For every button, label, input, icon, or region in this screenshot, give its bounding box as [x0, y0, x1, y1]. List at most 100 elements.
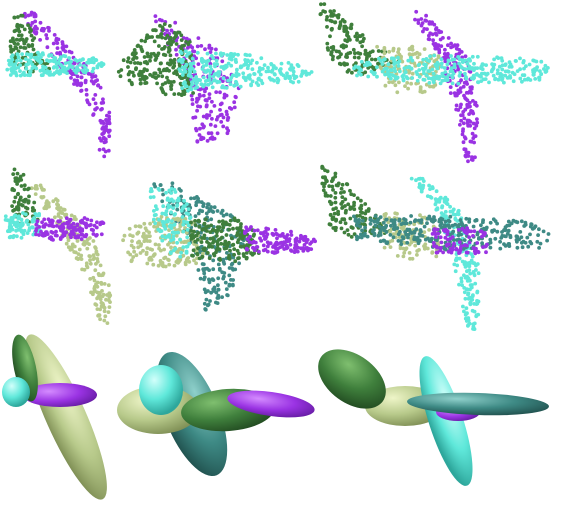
- point: [217, 80, 222, 84]
- point: [90, 75, 94, 79]
- point: [15, 182, 19, 186]
- point: [16, 222, 21, 227]
- point: [197, 256, 202, 261]
- point: [228, 218, 233, 223]
- point: [422, 47, 427, 51]
- point: [204, 297, 209, 302]
- point: [157, 34, 161, 39]
- point: [234, 80, 239, 85]
- point: [41, 64, 45, 69]
- point: [201, 75, 206, 80]
- point: [249, 225, 253, 229]
- point: [251, 233, 256, 238]
- point: [322, 2, 327, 6]
- point: [196, 268, 201, 272]
- point: [201, 204, 206, 209]
- point: [168, 53, 173, 58]
- point: [443, 47, 447, 52]
- point: [289, 63, 294, 68]
- point: [69, 225, 73, 229]
- point: [12, 41, 17, 46]
- point: [352, 207, 357, 212]
- point: [154, 213, 158, 217]
- point: [472, 61, 476, 66]
- point: [217, 268, 222, 272]
- point: [242, 254, 246, 258]
- point: [61, 226, 66, 231]
- point: [153, 58, 158, 62]
- point: [93, 93, 98, 97]
- point: [87, 254, 92, 258]
- point: [161, 222, 166, 226]
- point: [69, 213, 74, 218]
- point: [231, 283, 235, 288]
- point: [458, 86, 463, 90]
- point: [439, 216, 443, 221]
- point: [51, 199, 56, 204]
- point: [148, 195, 153, 200]
- point: [42, 225, 47, 229]
- point: [38, 60, 43, 65]
- point: [377, 56, 381, 61]
- point: [56, 203, 61, 208]
- point: [274, 243, 278, 247]
- point: [277, 68, 282, 73]
- point: [464, 306, 469, 311]
- point: [446, 43, 450, 48]
- point: [127, 226, 132, 231]
- point: [153, 221, 158, 226]
- point: [528, 232, 532, 237]
- point: [66, 225, 71, 230]
- point: [456, 55, 460, 59]
- point: [231, 226, 235, 231]
- point: [42, 217, 47, 222]
- point: [384, 241, 389, 245]
- point: [222, 95, 227, 100]
- point: [91, 66, 96, 71]
- point: [431, 241, 436, 245]
- point: [47, 236, 52, 241]
- point: [168, 80, 173, 84]
- point: [332, 211, 337, 216]
- point: [201, 247, 206, 252]
- point: [64, 216, 69, 221]
- point: [467, 235, 471, 240]
- point: [138, 81, 143, 86]
- point: [455, 43, 460, 48]
- point: [175, 207, 180, 212]
- point: [421, 183, 426, 188]
- point: [126, 65, 130, 69]
- point: [149, 189, 154, 194]
- point: [475, 120, 480, 125]
- point: [19, 33, 24, 38]
- point: [100, 126, 105, 131]
- point: [397, 59, 402, 64]
- point: [467, 65, 472, 70]
- point: [431, 71, 436, 76]
- point: [107, 305, 112, 309]
- point: [518, 56, 522, 61]
- point: [92, 286, 97, 291]
- point: [125, 59, 130, 64]
- point: [484, 73, 489, 77]
- point: [459, 50, 464, 54]
- point: [55, 206, 59, 211]
- point: [468, 271, 473, 276]
- point: [239, 65, 244, 69]
- point: [417, 62, 422, 67]
- point: [91, 113, 95, 117]
- point: [381, 58, 386, 62]
- point: [343, 197, 348, 202]
- point: [538, 241, 543, 246]
- point: [507, 244, 512, 249]
- point: [22, 70, 26, 75]
- point: [405, 81, 410, 85]
- point: [169, 191, 174, 195]
- point: [410, 76, 415, 80]
- point: [17, 228, 22, 232]
- point: [69, 69, 74, 74]
- point: [79, 88, 84, 93]
- point: [90, 56, 95, 61]
- point: [99, 138, 104, 143]
- point: [245, 237, 250, 242]
